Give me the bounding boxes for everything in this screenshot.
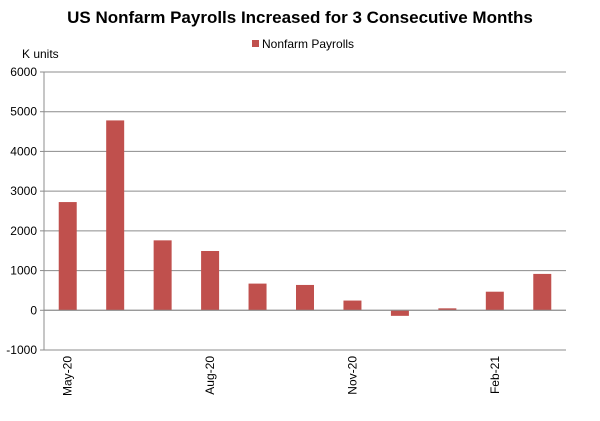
y-tick-label: 5000 <box>10 105 37 119</box>
y-tick-label: 4000 <box>10 144 37 158</box>
bar-mar-21 <box>533 273 552 311</box>
y-tick-label: 0 <box>30 303 37 317</box>
y-tick-label: -1000 <box>6 343 37 357</box>
x-tick-label: May-20 <box>61 356 75 396</box>
x-tick-label: Nov-20 <box>345 356 359 395</box>
bars <box>58 120 552 316</box>
chart-title: US Nonfarm Payrolls Increased for 3 Cons… <box>67 8 533 27</box>
bar-dec-20 <box>390 310 409 316</box>
y-axis-unit-label: K units <box>22 47 59 61</box>
y-tick-label: 3000 <box>10 184 37 198</box>
y-tick-label: 6000 <box>10 65 37 79</box>
bar-jul-20 <box>153 240 172 311</box>
bar-jun-20 <box>106 120 125 311</box>
x-tick-label: Feb-21 <box>488 356 502 394</box>
x-tick-labels: May-20 Aug-20 Nov-20 Feb-21 <box>61 356 502 396</box>
x-tick-label: Aug-20 <box>203 356 217 395</box>
y-tick-label: 2000 <box>10 224 37 238</box>
bar-oct-20 <box>296 284 314 311</box>
legend-label: Nonfarm Payrolls <box>262 37 354 51</box>
bar-feb-21 <box>485 291 504 311</box>
bar-may-20 <box>58 202 77 311</box>
axes <box>43 72 566 350</box>
bar-sep-20 <box>248 283 267 311</box>
legend-swatch <box>252 40 259 47</box>
legend: Nonfarm Payrolls <box>252 37 354 51</box>
bar-nov-20 <box>343 300 362 311</box>
bar-aug-20 <box>201 250 220 311</box>
y-tick-labels: -1000 0 1000 2000 3000 4000 5000 6000 <box>6 65 44 357</box>
y-tick-label: 1000 <box>10 264 37 278</box>
bar-jan-21 <box>438 308 457 311</box>
